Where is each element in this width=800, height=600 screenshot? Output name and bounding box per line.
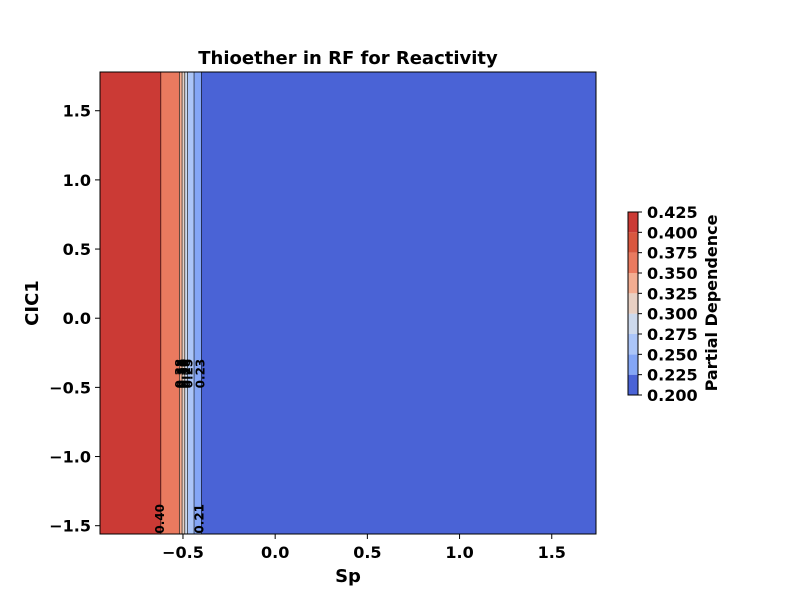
y-tick-label: 0.5 <box>63 240 91 259</box>
chart-title: Thioether in RF for Reactivity <box>198 48 498 69</box>
colorbar-segment <box>628 334 638 355</box>
y-tick-label: 1.0 <box>63 171 91 190</box>
contour-label: 0.25 <box>182 359 196 389</box>
contour-label: 0.33 <box>175 359 189 389</box>
contour-band <box>100 72 161 534</box>
contour-band <box>194 72 202 534</box>
x-tick-label: 0.0 <box>261 543 289 562</box>
contour-label: 0.23 <box>193 359 207 389</box>
x-axis: −0.5 0.0 0.5 1.0 1.5 <box>162 534 566 562</box>
contour-label: 0.38 <box>173 359 187 389</box>
x-tick-label: −0.5 <box>162 543 204 562</box>
plot-area-frame <box>99 71 597 535</box>
colorbar-frame <box>627 211 639 396</box>
contour-label: 0.40 <box>153 504 167 534</box>
colorbar-segment <box>628 374 638 395</box>
y-tick-label: 0.0 <box>63 309 91 328</box>
colorbar-tick-label: 0.200 <box>647 386 698 405</box>
x-tick-label: 0.5 <box>353 543 381 562</box>
colorbar-segment <box>628 252 638 273</box>
x-tick-label: 1.0 <box>445 543 473 562</box>
colorbar-tick-label: 0.325 <box>647 284 698 303</box>
colorbar-label: Partial Dependence <box>702 214 721 391</box>
colorbar-tick-label: 0.400 <box>647 223 698 242</box>
colorbar-tick-label: 0.425 <box>647 203 698 222</box>
contour-label: 0.30 <box>177 359 191 389</box>
contour-band <box>184 72 188 534</box>
contour-bands <box>100 72 596 534</box>
colorbar-tick-label: 0.250 <box>647 345 698 364</box>
colorbar-segment <box>628 273 638 294</box>
y-tick-label: −0.5 <box>49 378 91 397</box>
colorbar-tick-label: 0.375 <box>647 244 698 263</box>
contour-band <box>160 72 180 534</box>
colorbar-tick-label: 0.300 <box>647 305 698 324</box>
y-axis: −1.5 −1.0 −0.5 0.0 0.5 1.0 1.5 <box>49 102 100 536</box>
contour-band <box>182 72 185 534</box>
colorbar-segment <box>628 212 638 233</box>
x-axis-label: Sp <box>335 566 361 587</box>
contour-band <box>187 72 195 534</box>
colorbar-tick-label: 0.225 <box>647 366 698 385</box>
colorbar-segment <box>628 232 638 253</box>
contour-lines <box>160 72 202 534</box>
y-tick-label: −1.0 <box>49 448 91 467</box>
colorbar-segment <box>628 293 638 314</box>
contour-label: 0.28 <box>179 359 193 389</box>
y-tick-label: −1.5 <box>49 517 91 536</box>
contour-label: 0.21 <box>193 504 207 534</box>
contour-band <box>201 72 596 534</box>
colorbar-tick-label: 0.350 <box>647 264 698 283</box>
colorbar-segment <box>628 313 638 334</box>
contour-band <box>179 72 183 534</box>
contour-labels: 0.380.330.300.280.250.23 0.40 0.21 <box>153 359 208 534</box>
colorbar-segment <box>628 354 638 375</box>
colorbar-tick-label: 0.275 <box>647 325 698 344</box>
x-tick-label: 1.5 <box>538 543 566 562</box>
y-axis-label: CIC1 <box>22 280 43 326</box>
y-tick-label: 1.5 <box>63 102 91 121</box>
